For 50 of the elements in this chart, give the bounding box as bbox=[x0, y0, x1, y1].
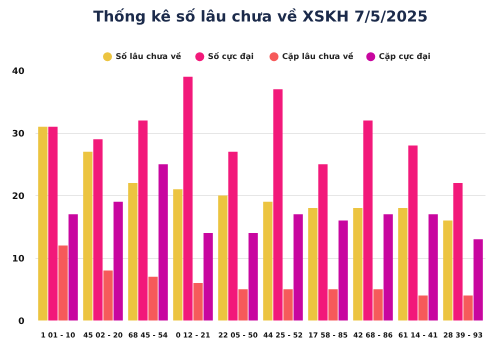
legend-label: Cặp cực đại bbox=[378, 52, 431, 62]
bar bbox=[83, 152, 92, 320]
bar bbox=[183, 76, 193, 320]
bar bbox=[294, 214, 303, 320]
bar bbox=[38, 126, 48, 320]
y-tick-label: 30 bbox=[12, 130, 25, 140]
bar bbox=[463, 296, 473, 320]
bar bbox=[148, 276, 158, 320]
bar bbox=[443, 220, 452, 320]
legend-label: Số cực đại bbox=[208, 52, 254, 62]
bar bbox=[308, 208, 318, 320]
bar bbox=[363, 120, 373, 320]
legend-label: Số lâu chưa về bbox=[116, 52, 182, 62]
bar bbox=[273, 89, 283, 320]
y-tick-label: 10 bbox=[12, 254, 25, 264]
bar bbox=[328, 289, 338, 320]
bar bbox=[398, 208, 408, 320]
bar bbox=[283, 289, 293, 320]
bar bbox=[204, 233, 213, 320]
bar bbox=[103, 270, 113, 320]
bar bbox=[428, 214, 438, 320]
bar bbox=[158, 164, 168, 320]
legend-label: Cặp lâu chưa về bbox=[282, 52, 354, 62]
bar bbox=[193, 283, 203, 320]
bar bbox=[58, 246, 68, 320]
bar bbox=[138, 120, 148, 320]
bar bbox=[318, 164, 328, 320]
bar bbox=[128, 183, 138, 320]
bar bbox=[218, 196, 228, 320]
bar bbox=[338, 220, 348, 320]
bar bbox=[408, 146, 418, 320]
bar bbox=[384, 214, 393, 320]
bar bbox=[248, 233, 258, 320]
bar bbox=[173, 189, 182, 320]
bar bbox=[228, 152, 238, 320]
bar bbox=[418, 296, 428, 320]
chart-title: Thống kê số lâu chưa về XSKH 7/5/2025 bbox=[93, 8, 428, 26]
bar bbox=[373, 289, 383, 320]
y-tick-label: 20 bbox=[12, 192, 25, 202]
y-tick-label: 40 bbox=[12, 67, 25, 77]
bar bbox=[238, 289, 248, 320]
bar bbox=[114, 202, 123, 320]
bar bbox=[48, 126, 58, 320]
bar bbox=[353, 208, 362, 320]
bar bbox=[263, 202, 272, 320]
bar bbox=[453, 183, 463, 320]
bar bbox=[474, 239, 483, 320]
bar bbox=[68, 214, 78, 320]
y-tick-label: 0 bbox=[18, 317, 25, 327]
bar bbox=[93, 139, 103, 320]
